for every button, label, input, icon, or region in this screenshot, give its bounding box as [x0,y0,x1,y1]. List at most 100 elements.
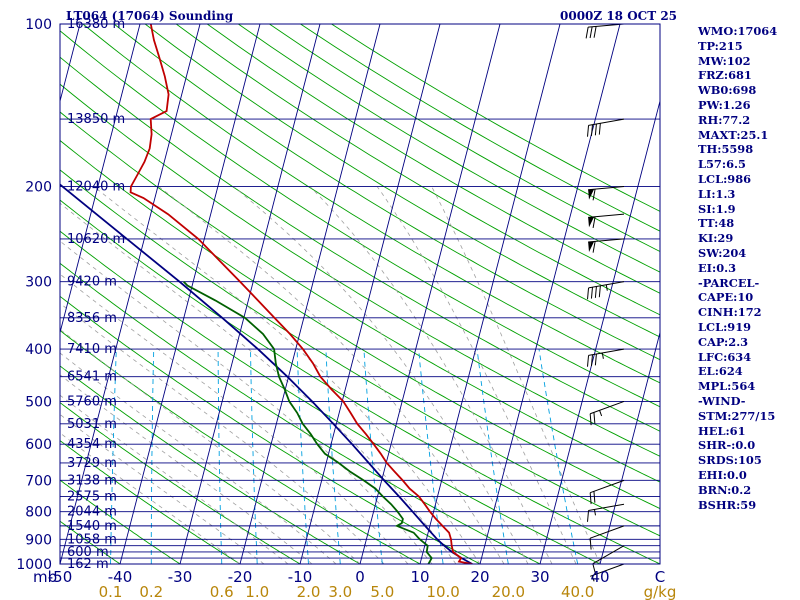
wind-barb [588,238,625,253]
height-label: 8356 m [67,311,117,326]
index-item: LI:1.3 [698,186,736,201]
index-item: L57:6.5 [698,157,746,172]
temperature-tick-label: 10 [410,568,429,586]
pressure-unit-label: mb [33,568,57,586]
wind-barb-flag [587,125,590,137]
wind-barb-staff [588,238,625,243]
dry-adiabat [60,329,421,564]
index-item: EHI:0.0 [698,467,747,482]
index-item: TH:5598 [698,142,754,157]
mixing-ratio-line [296,349,309,564]
index-item: LCL:986 [698,171,752,186]
isotherm-line [0,24,20,564]
isotherm-line [359,24,501,564]
index-item: CAP:2.3 [698,334,749,349]
wind-barb-flag [598,123,601,135]
index-item: HEL:61 [698,423,746,438]
mixing-ratio-line [217,349,223,564]
wind-barb-staff [588,118,625,126]
wind-barb-flag [593,26,597,38]
index-item: MW:102 [698,53,751,68]
wind-barb-flag [590,124,593,137]
height-label: 5760 m [67,394,117,409]
pressure-label: 600 [25,437,52,453]
isotherm-line [539,99,660,564]
moist-adiabat [93,186,481,564]
moist-adiabat [60,328,361,564]
height-label: 2575 m [67,490,117,505]
station-title: LT064 (17064) Sounding [66,9,234,23]
height-label: 3729 m [67,456,117,471]
pressure-label: 400 [25,342,52,358]
stability-indices-panel: WMO:17064 TP:215 MW:102 FRZ:681 WB0:698 PW:1.… [698,24,798,512]
index-item: KI:29 [698,231,734,246]
wind-barb-flag [594,286,597,298]
moist-adiabat [309,186,553,564]
dewpoint-trace [182,280,433,564]
height-label: 9420 m [67,275,117,290]
wind-barb-flag [594,123,597,136]
wind-barb-flag [592,563,597,575]
pressure-label: 1000 [16,557,52,573]
dry-adiabat [60,56,660,432]
wind-barb-staff [590,479,625,494]
isotherm-line [419,24,561,564]
temperature-tick-label: 20 [470,568,489,586]
index-item: -PARCEL- [698,275,760,290]
wind-barb-staff [588,23,625,28]
index-item: SI:1.9 [698,201,736,216]
height-label: 16380 m [67,17,125,32]
index-item: CAPE:10 [698,290,754,305]
mixing-ratio-label: 2.0 [297,583,321,600]
dry-adiabats [60,24,660,564]
wind-barb-flag [587,287,590,300]
temperature-tick-label: 40 [590,568,609,586]
wind-barb-flag [589,492,592,505]
wind-barb-pennant [588,216,595,228]
index-item: RH:77.2 [698,112,751,127]
pressure-label: 500 [25,394,52,410]
moist-adiabat [60,273,409,564]
wind-barbs [585,23,625,582]
wind-barb-flag [587,510,590,522]
temperature-tick-label: -50 [48,568,73,586]
height-label: 600 m [67,545,109,560]
pressure-label: 300 [25,275,52,291]
wind-barb-flag [589,413,592,426]
index-item: FRZ:681 [698,68,752,83]
height-label: 1540 m [67,519,117,534]
profiles [60,24,473,564]
dry-adiabat [60,365,361,564]
wind-barb-staff [590,525,625,539]
wind-barb [592,545,625,575]
mixing-ratio-label: 0.1 [99,583,123,600]
index-item: LCL:919 [698,319,752,334]
wind-barb-half-flag [599,410,603,417]
wind-barb-flag [594,353,597,366]
isotherm-line [599,330,660,564]
height-label: 3138 m [67,473,117,488]
height-label: 10620 m [67,232,125,247]
mixing-ratio-label: 10.0 [426,583,459,600]
mixing-ratio-label: 5.0 [370,583,394,600]
wind-barb [585,23,625,39]
mixing-ratio-line [476,349,509,564]
pressure-label: 200 [25,180,52,196]
wind-barb-flag [592,188,596,201]
wind-barb-staff [588,348,625,356]
mixing-ratio-line [250,349,258,564]
wind-barb-flag [598,285,601,298]
mixing-ratio-label: g/kg [644,583,677,600]
index-item: PW:1.26 [698,97,751,112]
wind-barb [588,186,625,201]
height-label: 5031 m [67,417,117,432]
mixing-ratio-line [150,349,155,564]
temperature-tick-label: -40 [108,568,133,586]
mixing-ratio-label: 3.0 [328,583,352,600]
parcel-trace [60,183,473,564]
moist-adiabat [431,186,601,564]
wind-barb-half-flag [601,352,604,359]
dry-adiabat [60,30,660,408]
moist-adiabat [60,302,385,564]
